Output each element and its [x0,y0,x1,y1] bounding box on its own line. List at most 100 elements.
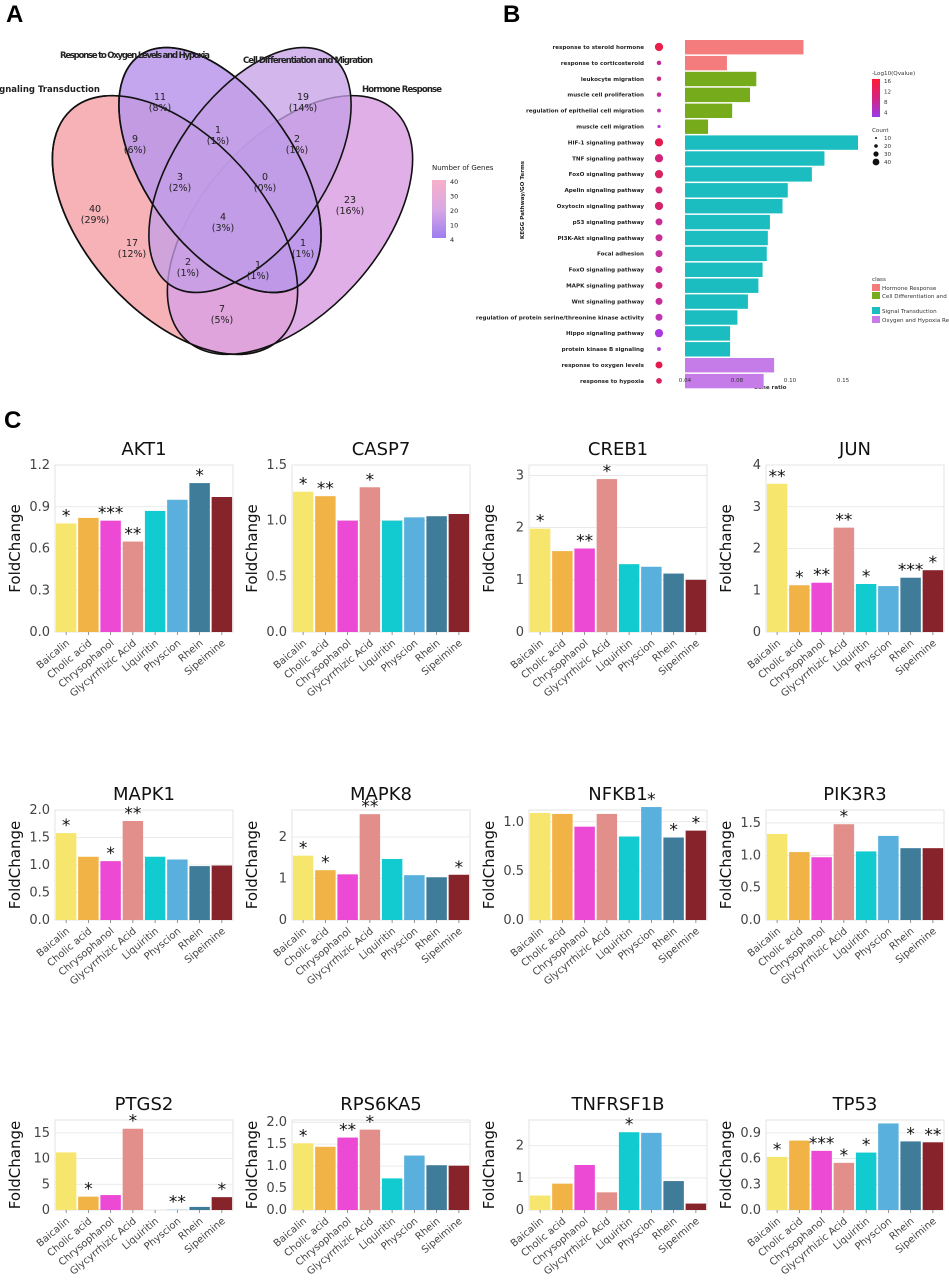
kegg-term-bar [685,151,825,166]
venn-legend-tick: 10 [450,222,458,230]
kegg-term-bar [685,246,767,262]
chart-ytick: 0.0 [266,1203,287,1218]
kegg-term-bar [685,199,783,214]
chart-significance: * [299,1126,308,1146]
venn-legend-title: Number of Genes [432,164,494,172]
kegg-term-label: Oxytocin signaling pathway [557,204,645,210]
chart-significance: * [106,844,115,864]
kegg-term-label: protein kinase B signaling [562,347,644,353]
chart-bar [381,520,403,632]
kegg-xtick: 0.10 [784,378,797,384]
chart-significance: ** [813,566,830,586]
venn-region-count: 1 [255,260,261,271]
chart-ylabel: FoldChange [6,821,24,909]
kegg-term-dot [655,266,663,274]
chart-bar [618,564,640,632]
chart-bar [337,520,358,632]
chart-ytick: 1.5 [266,458,287,473]
kegg-legend-size-tick: 30 [884,152,892,158]
venn-legend-tick: 20 [450,207,458,215]
chart-significance: * [62,816,71,836]
chart-bar [596,813,618,920]
kegg-term-dot [656,76,662,81]
chart-ytick: 15 [33,1126,50,1141]
venn-region-count: 1 [215,125,221,136]
chart-bar [381,858,403,920]
chart-bar [426,1165,447,1210]
fold-change-chart: PIK3R30.00.51.01.5FoldChangeBaicalinChol… [717,784,945,988]
kegg-legend-color-tick: 4 [884,111,888,117]
chart-bar [574,826,595,920]
chart-ytick: 0.9 [29,500,50,515]
chart-significance: * [795,568,804,588]
chart-bar [55,833,77,920]
kegg-term-dot [655,250,663,258]
chart-significance: * [366,470,375,490]
chart-significance: *** [98,504,124,524]
chart-bar [641,807,662,920]
chart-ytick: 2 [753,542,761,557]
chart-bar [685,579,707,632]
chart-significance: * [862,1136,871,1156]
kegg-term-dot [654,170,664,179]
chart-bar [811,1150,832,1210]
chart-bar [922,1142,944,1210]
kegg-legend-class-label: Cell Differentiation and Migration [882,294,949,300]
chart-ytick: 4 [753,458,761,473]
kegg-xtick: 0.15 [837,378,850,384]
chart-ytick: 1 [516,573,524,588]
kegg-legend-class-swatch [872,292,880,299]
chart-ytick: 1.5 [740,816,761,831]
chart-significance: * [840,807,849,827]
chart-ylabel: FoldChange [480,1121,498,1209]
chart-bar [359,814,381,920]
kegg-term-dot [654,329,664,338]
chart-bar [122,541,144,632]
kegg-term-bar [685,119,709,134]
chart-bar [122,821,144,920]
chart-bar [315,496,336,632]
kegg-term-label: FoxO signaling pathway [569,268,645,274]
chart-significance: * [455,858,464,878]
chart-ytick: 0 [753,625,761,640]
chart-ytick: 1.2 [29,458,50,473]
chart-ytick: 1.0 [266,514,287,529]
kegg-term-bar [685,214,770,230]
kegg-legend-color-tick: 16 [884,79,892,85]
chart-ytick: 2.0 [266,1115,287,1130]
chart-significance: ** [361,797,378,817]
chart-bar [878,835,899,920]
kegg-term-bar [685,373,764,389]
chart-significance: * [84,1180,93,1200]
chart-ytick: 0.0 [29,625,50,640]
kegg-term-bar [685,135,858,150]
chart-significance: * [603,462,612,482]
panel-c-letter: C [4,407,21,434]
kegg-term-bar [685,167,812,182]
chart-title: PIK3R3 [823,784,886,805]
chart-ytick: 0.0 [29,913,50,928]
chart-ytick: 0 [279,913,287,928]
chart-significance: * [862,567,871,587]
kegg-ylabel: KEGG Pathway/GO Terms [520,160,526,239]
kegg-term-dot [654,201,664,211]
kegg-legend-class-label: Signal Transduction [882,309,937,315]
chart-bar [574,548,595,632]
kegg-legend-class-swatch [872,284,880,291]
chart-ylabel: FoldChange [6,1121,24,1209]
kegg-term-bar [685,103,733,118]
kegg-xtick: 0.04 [679,378,692,384]
kegg-legend-size-title: Count [872,128,889,134]
chart-significance: * [129,1112,138,1132]
chart-bar [922,570,944,632]
chart-significance: ** [124,804,141,824]
venn-label-oxygen: Response to Oxygen Levels and Hypoxia [60,51,210,61]
chart-significance: ** [124,525,141,545]
chart-ytick: 1.0 [503,815,524,830]
